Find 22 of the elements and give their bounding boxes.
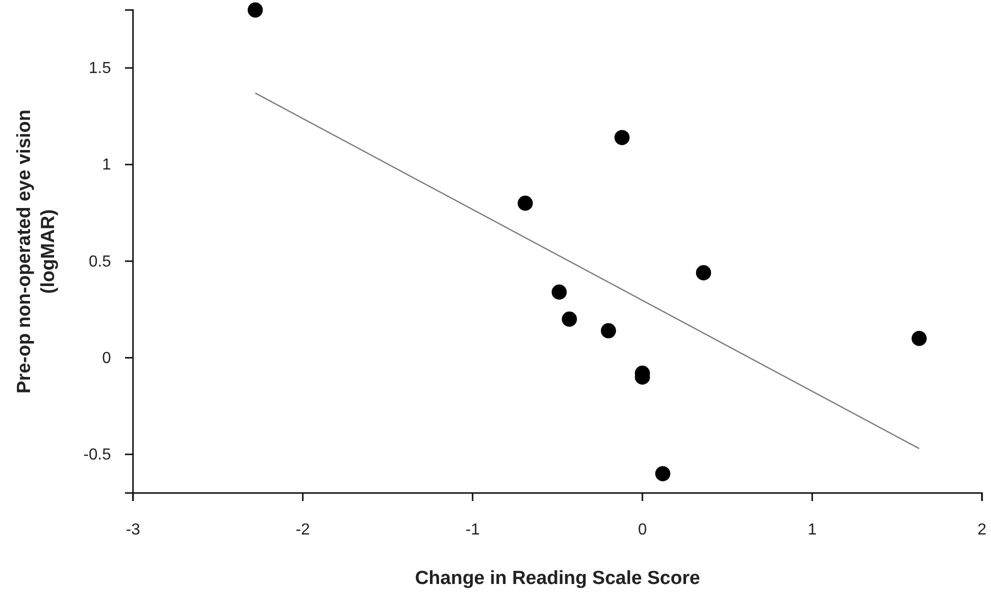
x-tick-label: -2: [296, 521, 310, 538]
y-tick-label: 0: [102, 350, 112, 367]
y-tick-label: 1.5: [88, 60, 112, 78]
x-tick-label: 1: [808, 521, 817, 538]
point: [600, 323, 616, 338]
point: [248, 2, 263, 18]
point: [696, 265, 712, 280]
y-tick-label: -0.5: [83, 446, 112, 464]
x-tick-label: -3: [126, 521, 140, 538]
point: [912, 330, 927, 346]
x-tick-label: -1: [465, 521, 480, 538]
y-axis-title: Pre-op non-operated eye vision (logMAR): [14, 110, 59, 394]
point: [552, 284, 567, 300]
point: [614, 130, 630, 146]
x-tick-label: 0: [638, 521, 647, 538]
y-tick-label: 1: [102, 156, 112, 174]
x-tick-label: 2: [978, 521, 987, 538]
point: [655, 466, 670, 482]
point: [518, 196, 533, 211]
x-axis-title: Change in Reading Scale Score: [414, 568, 700, 589]
point: [562, 312, 577, 327]
y-tick-label: 0.5: [88, 253, 112, 270]
